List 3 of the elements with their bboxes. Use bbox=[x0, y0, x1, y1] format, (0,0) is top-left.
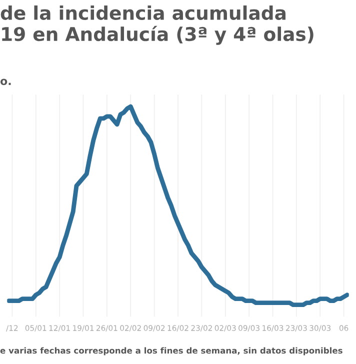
text: e varias fechas corresponde a los fines de semana, sin datos disponibles bbox=[0, 347, 342, 356]
chart-subtitle: o. bbox=[0, 78, 11, 86]
chart-title: de la incidencia acumulada 19 en Andalucía (3ª y 4ª olas) bbox=[0, 5, 314, 45]
